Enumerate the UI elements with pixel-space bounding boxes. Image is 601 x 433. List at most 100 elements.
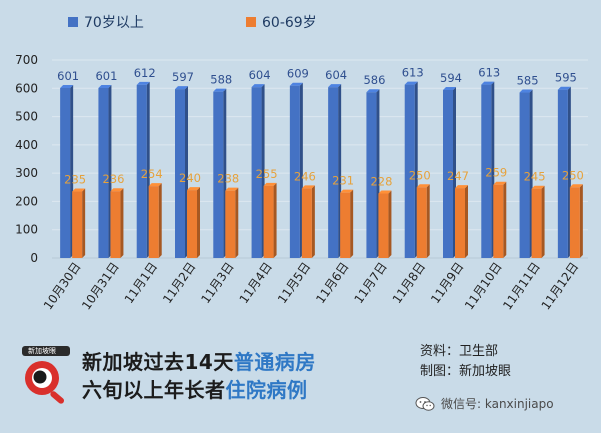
bar-top [481, 81, 495, 85]
bar-side [158, 183, 162, 258]
x-tick-label: 11月12日 [539, 260, 582, 313]
bar-70plus [443, 89, 453, 259]
bar-70plus [404, 84, 415, 258]
bar-side [197, 187, 200, 258]
data-label-70plus: 597 [172, 70, 194, 84]
source-line1: 资料：卫生部 [420, 344, 499, 359]
bar-60-69 [225, 190, 236, 258]
bar-60-69 [455, 188, 465, 258]
data-label-60-69: 254 [141, 167, 163, 181]
bar-top [289, 82, 303, 86]
data-label-60-69: 238 [217, 172, 239, 186]
bar-top [60, 85, 74, 89]
y-tick-label: 600 [15, 81, 38, 95]
x-tick-label: 11月1日 [122, 260, 160, 306]
data-label-60-69: 245 [524, 170, 546, 184]
bar-top [328, 84, 342, 88]
source-line2: 制图：新加坡眼 [420, 364, 512, 379]
y-tick-label: 100 [15, 223, 38, 237]
bar-top [225, 187, 239, 191]
data-label-70plus: 612 [134, 66, 156, 80]
data-label-70plus: 609 [287, 67, 309, 81]
data-label-60-69: 255 [256, 167, 278, 181]
bar-top [98, 85, 112, 89]
bar-top [148, 183, 162, 187]
bar-top [519, 89, 533, 93]
bar-60-69 [569, 187, 580, 258]
bar-side [120, 188, 124, 258]
x-tick-label: 11月6日 [313, 260, 351, 306]
bar-top [416, 184, 430, 188]
bar-top [493, 181, 507, 185]
bar-top [187, 187, 200, 191]
bar-top [175, 86, 188, 90]
bar-70plus [175, 89, 185, 259]
bar-side [350, 189, 354, 258]
data-label-60-69: 231 [332, 174, 354, 188]
bar-side [579, 184, 583, 258]
x-tick-label: 11月11日 [500, 260, 543, 313]
y-tick-label: 700 [15, 53, 38, 67]
bar-60-69 [493, 184, 504, 258]
bar-side [503, 181, 507, 258]
bar-70plus [557, 89, 568, 258]
data-label-70plus: 601 [57, 69, 79, 83]
bar-side [82, 188, 86, 258]
x-tick-label: 11月7日 [352, 260, 390, 306]
bar-top [136, 81, 150, 85]
legend-item-70plus: 70岁以上 [68, 12, 144, 32]
caption-line2-part1: 六旬以上年长者 [82, 378, 226, 402]
x-tick-label: 11月2日 [160, 260, 198, 306]
caption-line1-highlight: 普通病房 [233, 350, 316, 374]
bar-top [378, 190, 392, 194]
data-label-70plus: 588 [210, 73, 232, 87]
bar-side [235, 187, 239, 258]
data-label-70plus: 595 [555, 71, 577, 85]
y-tick-label: 0 [30, 251, 38, 265]
bar-70plus [251, 87, 262, 258]
x-tick-label: 11月5日 [275, 260, 313, 306]
legend-swatch-60-69 [246, 17, 256, 27]
x-tick-label: 11月9日 [428, 260, 466, 306]
caption-line2: 六旬以上年长者住院病例 [82, 374, 308, 403]
bar-side [465, 185, 468, 258]
bar-60-69 [378, 193, 389, 258]
bar-70plus [328, 87, 339, 258]
x-tick-label: 11月3日 [198, 260, 236, 306]
data-label-70plus: 604 [325, 68, 347, 82]
y-tick-label: 300 [15, 166, 38, 180]
legend-item-60-69: 60-69岁 [246, 12, 317, 32]
bar-70plus [519, 92, 530, 259]
logo: 新加坡眼 [20, 344, 72, 404]
bar-top [251, 84, 265, 88]
bar-side [388, 190, 392, 258]
bar-70plus [136, 84, 147, 259]
wechat-id: 微信号: kanxinjiapo [415, 395, 554, 412]
legend-label-60-69: 60-69岁 [262, 15, 317, 31]
bar-top [557, 86, 571, 90]
bar-70plus [366, 92, 377, 258]
x-tick-label: 11月8日 [390, 260, 428, 306]
bar-60-69 [148, 186, 159, 258]
data-label-60-69: 246 [294, 169, 316, 183]
bar-60-69 [531, 188, 542, 258]
bar-top [455, 185, 468, 189]
bar-70plus [60, 88, 71, 258]
bar-top [110, 188, 124, 192]
legend-swatch-70plus [68, 17, 78, 27]
bar-60-69 [416, 187, 427, 258]
data-label-70plus: 594 [440, 71, 462, 85]
bar-70plus [289, 85, 300, 259]
bar-60-69 [110, 191, 121, 258]
data-label-60-69: 250 [409, 168, 431, 182]
bar-70plus [98, 88, 109, 258]
data-label-70plus: 604 [249, 68, 271, 82]
bar-top [72, 188, 86, 192]
data-label-60-69: 236 [102, 172, 124, 186]
bar-top [366, 89, 380, 93]
bar-top [569, 184, 583, 188]
data-label-60-69: 250 [562, 168, 584, 182]
bar-70plus [481, 84, 492, 258]
data-label-70plus: 586 [363, 73, 385, 87]
y-tick-label: 400 [15, 138, 38, 152]
